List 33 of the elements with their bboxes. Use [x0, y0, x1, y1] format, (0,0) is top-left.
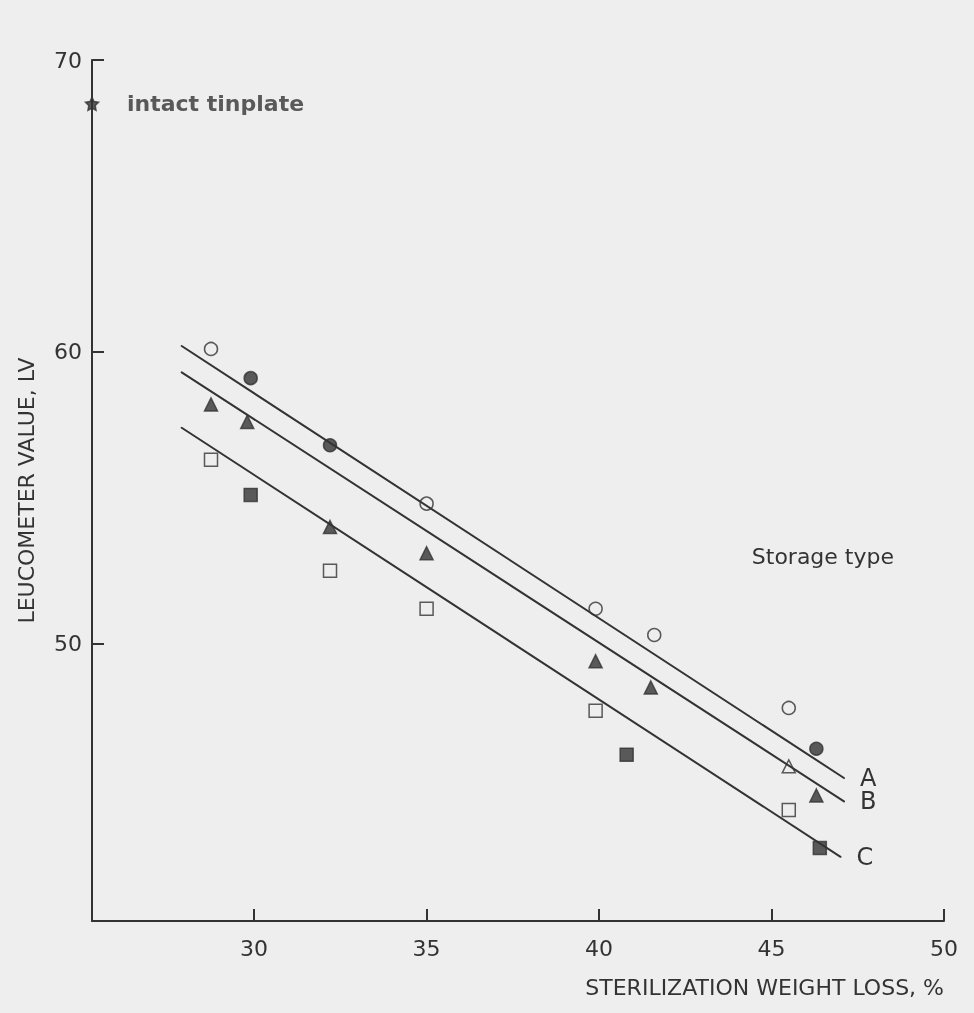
- y-tick-label: 60: [54, 339, 82, 365]
- point: [809, 788, 824, 803]
- point: [588, 653, 603, 669]
- annotation: intact tinplate: [127, 91, 305, 117]
- point: [203, 452, 219, 468]
- point: [781, 700, 797, 716]
- point: [243, 370, 258, 386]
- point: [322, 563, 338, 579]
- x-axis-title: STERILIZATION WEIGHT LOSS, %: [585, 974, 944, 1000]
- point: [419, 601, 434, 616]
- x-tick-label: 35: [412, 935, 441, 961]
- point: [84, 96, 100, 112]
- series-label: C: [856, 842, 874, 871]
- point: [203, 341, 219, 357]
- point: [419, 546, 434, 561]
- point: [243, 487, 258, 503]
- y-tick-label: 70: [54, 47, 82, 73]
- point: [781, 802, 797, 818]
- x-tick-label: 50: [930, 935, 958, 961]
- y-axis-title: LEUCOMETER VALUE, LV: [13, 357, 39, 624]
- point: [239, 414, 255, 430]
- point: [647, 627, 662, 643]
- point: [643, 680, 659, 695]
- point: [619, 747, 634, 762]
- point: [809, 741, 824, 757]
- x-tick-label: 45: [757, 935, 786, 961]
- point: [203, 397, 219, 412]
- legend-title: Storage type: [751, 543, 894, 569]
- y-tick-label: 50: [54, 631, 82, 657]
- point: [588, 601, 603, 616]
- x-tick-label: 40: [585, 935, 614, 961]
- x-tick-label: 30: [240, 935, 269, 961]
- point: [588, 703, 603, 719]
